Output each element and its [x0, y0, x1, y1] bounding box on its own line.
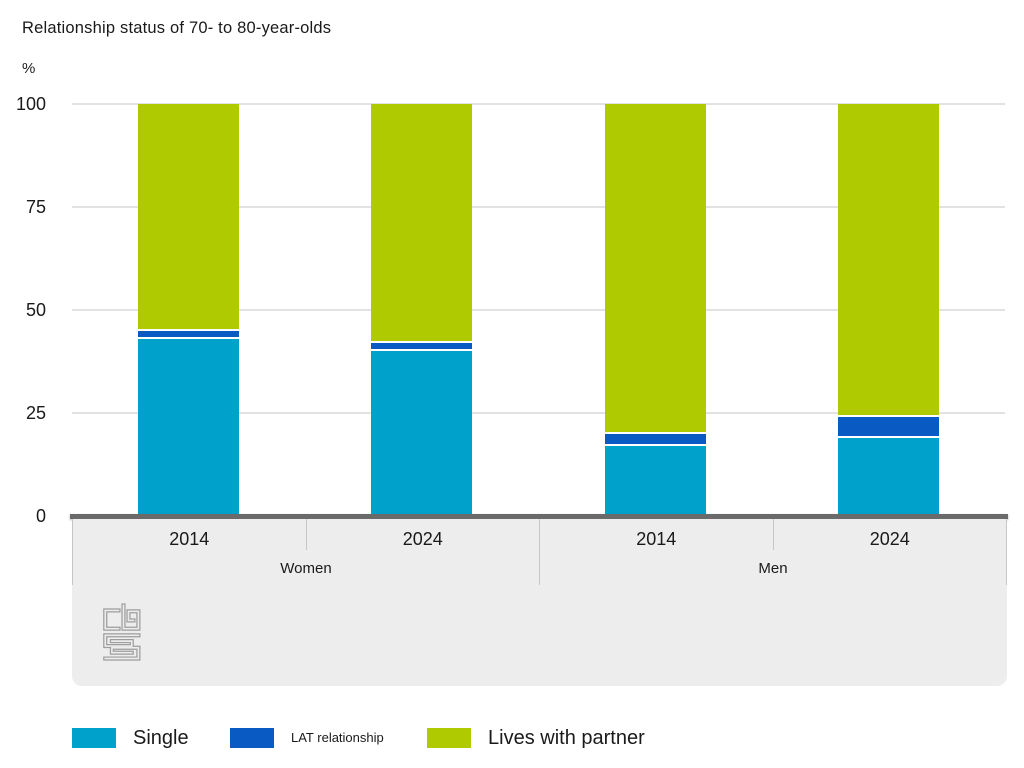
segment-lat-relationship[interactable] [604, 433, 706, 446]
legend-swatch-single [72, 728, 116, 748]
x-year-row: 2014 2024 [540, 519, 1006, 550]
legend-label: Single [133, 727, 189, 749]
segment-lives-with-partner[interactable] [371, 104, 473, 343]
x-year-label: 2014 [73, 519, 307, 550]
legend-item-single[interactable]: Single [72, 728, 189, 748]
x-group-women: 2014 2024 Women [73, 519, 540, 585]
gridline [72, 412, 1005, 414]
y-tick-label: 50 [25, 300, 46, 320]
x-axis-baseline [70, 514, 1008, 519]
x-group-label: Men [758, 560, 788, 577]
cbs-logo-icon [100, 603, 142, 666]
chart-title: Relationship status of 70- to 80-year-ol… [22, 19, 332, 37]
segment-single[interactable] [371, 351, 473, 516]
legend-item-lat-relationship[interactable]: LAT relationship [230, 728, 384, 748]
x-group-men: 2014 2024 Men [540, 519, 1006, 585]
segment-single[interactable] [837, 437, 939, 516]
gridline [72, 309, 1005, 311]
segment-lives-with-partner[interactable] [604, 104, 706, 434]
segment-lat-relationship[interactable] [371, 342, 473, 352]
legend-item-lives-with-partner[interactable]: Lives with partner [427, 728, 645, 748]
segment-single[interactable] [138, 338, 240, 516]
x-group-label: Women [280, 560, 332, 577]
footer-panel: 2014 2024 Women 2014 2024 Men [72, 519, 1007, 686]
legend-label: LAT relationship [291, 730, 384, 745]
x-axis-band: 2014 2024 Women 2014 2024 Men [72, 519, 1007, 585]
bar-women-2014 [138, 104, 240, 516]
y-tick-label: 100 [15, 94, 46, 114]
y-tick-label: 75 [25, 197, 46, 217]
x-year-label: 2024 [402, 529, 443, 549]
y-tick-label: 25 [25, 403, 46, 423]
legend-label: Lives with partner [488, 727, 645, 749]
gridline [72, 103, 1005, 105]
x-year-label: 2014 [540, 519, 774, 550]
segment-lat-relationship[interactable] [138, 330, 240, 339]
segment-lat-relationship[interactable] [837, 417, 939, 438]
x-year-label: 2024 [869, 529, 910, 549]
segment-lives-with-partner[interactable] [138, 104, 240, 331]
y-axis-unit-label: % [22, 60, 36, 77]
x-year-row: 2014 2024 [73, 519, 539, 550]
segment-lives-with-partner[interactable] [837, 104, 939, 418]
bar-men-2014 [604, 104, 706, 516]
plot-area [72, 103, 1005, 516]
legend-swatch-lives-with-partner [427, 728, 471, 748]
gridline [72, 206, 1005, 208]
legend: Single LAT relationship Lives with partner [0, 728, 1024, 752]
y-axis: 100 75 50 25 0 [0, 95, 46, 525]
segment-single[interactable] [604, 445, 706, 516]
legend-swatch-lat-relationship [230, 728, 274, 748]
y-tick-label: 0 [35, 506, 46, 526]
bar-men-2024 [837, 104, 939, 516]
bar-women-2024 [371, 104, 473, 516]
